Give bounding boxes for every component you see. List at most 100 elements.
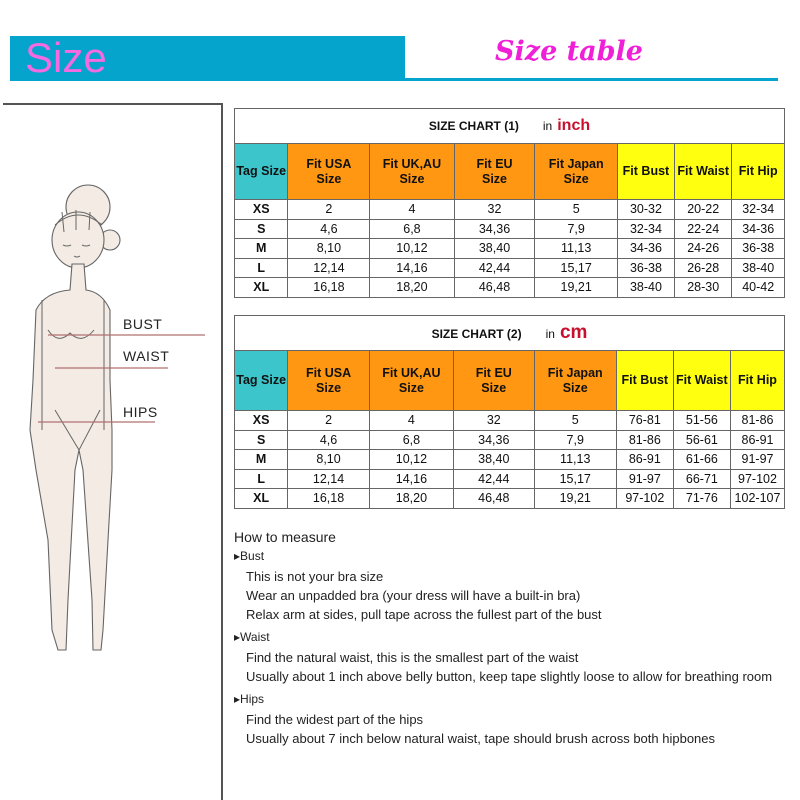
table-cell: 46,48 [452, 488, 535, 509]
table-cell: 10,12 [368, 449, 454, 470]
table-cell: 86-91 [615, 449, 674, 470]
table-cell: 19,21 [534, 277, 618, 298]
table-cell: XL [233, 488, 289, 509]
column-header-text: Fit Japan Size [548, 156, 604, 186]
table-row: S 4,6 6,8 34,36 7,9 32-34 22-24 34-36 [233, 218, 785, 239]
table-cell: 7,9 [534, 218, 618, 239]
column-header-text: Fit EU Size [476, 156, 513, 186]
table-cell: 30-32 [616, 199, 675, 220]
table-cell: 32 [453, 199, 536, 220]
table-cell: 15,17 [534, 257, 618, 278]
chart-title: SIZE CHART (2) [431, 327, 522, 341]
table-cell: 6,8 [369, 218, 455, 239]
table-cell: 12,14 [287, 257, 371, 278]
table-cell: 12,14 [287, 468, 370, 489]
table-cell: XS [233, 410, 289, 431]
table-cell: 36-38 [731, 238, 785, 259]
table-cell: 61-66 [672, 449, 731, 470]
waist-label: WAIST [123, 348, 170, 364]
table-cell: 38,40 [453, 238, 536, 259]
unit-label: inch [557, 117, 591, 134]
size-chart-cm: SIZE CHART (2) in cm Tag Size Fit USA Size Fi… [233, 315, 786, 509]
column-header-text: Tag Size [236, 373, 287, 387]
header-row: Tag Size Fit USA Size Fit UK,AU Size Fit EU… [233, 143, 785, 200]
table-cell: 22-24 [673, 218, 733, 239]
column-header-text: Fit USA Size [305, 365, 352, 395]
bust-label: BUST [123, 316, 163, 332]
table-cell: 18,20 [368, 488, 454, 509]
table-cell: 36-38 [616, 257, 675, 278]
column-header: Fit Bust [616, 143, 675, 200]
chart-title-cell: SIZE CHART (1) in inch [234, 108, 785, 144]
table-cell: 8,10 [287, 449, 370, 470]
table-cell: 66-71 [672, 468, 731, 489]
column-header: Fit USA Size [287, 350, 370, 411]
table-cell: 8,10 [287, 238, 371, 259]
table-cell: 15,17 [533, 468, 617, 489]
section-waist: Waist [234, 628, 772, 647]
column-header-text: Fit Hip [738, 164, 778, 178]
table-cell: 38-40 [616, 277, 675, 298]
table-cell: 4 [368, 410, 454, 431]
column-header: Fit Waist [673, 143, 733, 200]
how-to-measure: How to measure Bust This is not your bra s… [234, 528, 772, 748]
table-cell: 38-40 [731, 257, 785, 278]
table-cell: 91-97 [729, 449, 786, 470]
chart-title-cell: SIZE CHART (2) in cm [234, 315, 785, 351]
figure-panel [3, 103, 223, 800]
table-cell: 97-102 [729, 468, 786, 489]
table-cell: 38,40 [452, 449, 535, 470]
how-to-title: How to measure [234, 529, 336, 545]
column-header: Fit Hip [729, 350, 786, 411]
column-header-text: Fit UK,AU Size [382, 365, 441, 395]
column-header: Fit EU Size [453, 143, 536, 200]
column-header-text: Fit Waist [677, 164, 729, 178]
table-cell: 18,20 [369, 277, 455, 298]
table-cell: 5 [534, 199, 618, 220]
column-header-text: Fit USA Size [306, 156, 352, 186]
table-cell: 16,18 [287, 277, 371, 298]
table-cell: 46,48 [453, 277, 536, 298]
column-header-text: Fit EU Size [475, 365, 512, 395]
table-cell: 14,16 [369, 257, 455, 278]
table-cell: 51-56 [672, 410, 731, 431]
table-cell: 40-42 [731, 277, 785, 298]
column-header: Fit Hip [731, 143, 785, 200]
table-cell: 86-91 [729, 429, 786, 450]
table-cell: M [233, 238, 289, 259]
size-table-title: Size table [495, 36, 643, 67]
table-cell: 81-86 [615, 429, 674, 450]
column-header: Fit Bust [615, 350, 674, 411]
column-header: Tag Size [233, 143, 289, 200]
table-cell: 102-107 [729, 488, 786, 509]
column-header-text: Fit Japan Size [547, 365, 603, 395]
column-header: Fit USA Size [287, 143, 371, 200]
column-header-text: Tag Size [236, 164, 287, 178]
table-cell: 4,6 [287, 429, 370, 450]
chart-title-row: SIZE CHART (1) in inch [234, 108, 785, 144]
column-header: Fit Japan Size [534, 143, 618, 200]
header-row: Tag Size Fit USA Size Fit UK,AU Size Fit EU… [233, 350, 786, 411]
table-cell: XS [233, 199, 289, 220]
table-cell: XL [233, 277, 289, 298]
table-cell: 42,44 [452, 468, 535, 489]
table-cell: 7,9 [533, 429, 617, 450]
table-cell: 11,13 [533, 449, 617, 470]
table-cell: 26-28 [673, 257, 733, 278]
table-cell: 19,21 [533, 488, 617, 509]
table-cell: 34-36 [731, 218, 785, 239]
table-cell: 76-81 [615, 410, 674, 431]
table-cell: 42,44 [453, 257, 536, 278]
table-row: M 8,10 10,12 38,40 11,13 34-36 24-26 36-38 [233, 238, 785, 259]
table-cell: 34-36 [616, 238, 675, 259]
table-cell: 34,36 [453, 218, 536, 239]
column-header: Fit UK,AU Size [369, 143, 455, 200]
hips-label: HIPS [123, 404, 158, 420]
table-cell: 14,16 [368, 468, 454, 489]
instruction-line: Relax arm at sides, pull tape across the… [246, 607, 602, 623]
table-row: XS 2 4 32 5 30-32 20-22 32-34 [233, 199, 785, 220]
banner-label: Size [25, 34, 107, 81]
instruction-line: Usually about 1 inch above belly button,… [246, 669, 773, 685]
table-cell: 28-30 [673, 277, 733, 298]
